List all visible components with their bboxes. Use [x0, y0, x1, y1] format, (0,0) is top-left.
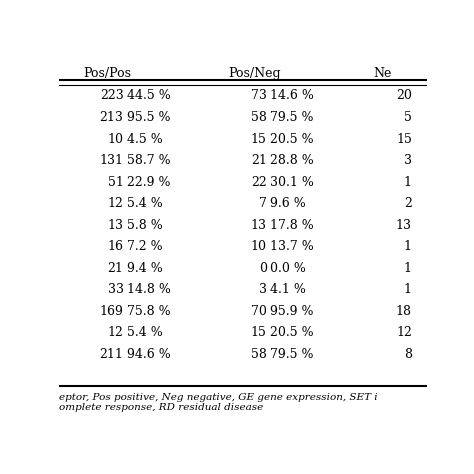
Text: 70: 70	[251, 305, 267, 318]
Text: 4.1 %: 4.1 %	[271, 283, 306, 296]
Text: 33: 33	[108, 283, 124, 296]
Text: 18: 18	[396, 305, 412, 318]
Text: 1: 1	[404, 262, 412, 275]
Text: 213: 213	[100, 111, 124, 124]
Text: 51: 51	[108, 175, 124, 189]
Text: 4.5 %: 4.5 %	[127, 133, 163, 146]
Text: 13.7 %: 13.7 %	[271, 240, 314, 253]
Text: 58: 58	[251, 111, 267, 124]
Text: 1: 1	[404, 175, 412, 189]
Text: 58.7 %: 58.7 %	[127, 154, 171, 167]
Text: 15: 15	[251, 133, 267, 146]
Text: 3: 3	[404, 154, 412, 167]
Text: 8: 8	[404, 348, 412, 361]
Text: 131: 131	[100, 154, 124, 167]
Text: 5.4 %: 5.4 %	[127, 197, 163, 210]
Text: 79.5 %: 79.5 %	[271, 348, 314, 361]
Text: 21: 21	[108, 262, 124, 275]
Text: 211: 211	[100, 348, 124, 361]
Text: 22.9 %: 22.9 %	[127, 175, 171, 189]
Text: 1: 1	[404, 283, 412, 296]
Text: 0: 0	[259, 262, 267, 275]
Text: 13: 13	[108, 219, 124, 232]
Text: 28.8 %: 28.8 %	[271, 154, 314, 167]
Text: 20: 20	[396, 90, 412, 102]
Text: 20.5 %: 20.5 %	[271, 326, 314, 339]
Text: 1: 1	[404, 240, 412, 253]
Text: 30.1 %: 30.1 %	[271, 175, 314, 189]
Text: 20.5 %: 20.5 %	[271, 133, 314, 146]
Text: 0.0 %: 0.0 %	[271, 262, 306, 275]
Text: Pos/Pos: Pos/Pos	[83, 67, 131, 80]
Text: 75.8 %: 75.8 %	[127, 305, 171, 318]
Text: 95.5 %: 95.5 %	[127, 111, 171, 124]
Text: 14.6 %: 14.6 %	[271, 90, 314, 102]
Text: 10: 10	[108, 133, 124, 146]
Text: eptor, Pos positive, Neg negative, GE gene expression, SET i: eptor, Pos positive, Neg negative, GE ge…	[59, 392, 378, 401]
Text: 44.5 %: 44.5 %	[127, 90, 171, 102]
Text: 15: 15	[396, 133, 412, 146]
Text: 95.9 %: 95.9 %	[271, 305, 314, 318]
Text: 14.8 %: 14.8 %	[127, 283, 171, 296]
Text: omplete response, RD residual disease: omplete response, RD residual disease	[59, 403, 264, 412]
Text: 12: 12	[396, 326, 412, 339]
Text: Ne: Ne	[374, 67, 392, 80]
Text: Pos/Neg: Pos/Neg	[228, 67, 281, 80]
Text: 79.5 %: 79.5 %	[271, 111, 314, 124]
Text: 22: 22	[251, 175, 267, 189]
Text: 10: 10	[251, 240, 267, 253]
Text: 223: 223	[100, 90, 124, 102]
Text: 9.6 %: 9.6 %	[271, 197, 306, 210]
Text: 94.6 %: 94.6 %	[127, 348, 171, 361]
Text: 2: 2	[404, 197, 412, 210]
Text: 58: 58	[251, 348, 267, 361]
Text: 13: 13	[396, 219, 412, 232]
Text: 21: 21	[251, 154, 267, 167]
Text: 12: 12	[108, 326, 124, 339]
Text: 17.8 %: 17.8 %	[271, 219, 314, 232]
Text: 16: 16	[108, 240, 124, 253]
Text: 13: 13	[251, 219, 267, 232]
Text: 5.8 %: 5.8 %	[127, 219, 163, 232]
Text: 5: 5	[404, 111, 412, 124]
Text: 12: 12	[108, 197, 124, 210]
Text: 5.4 %: 5.4 %	[127, 326, 163, 339]
Text: 7.2 %: 7.2 %	[127, 240, 163, 253]
Text: 7: 7	[259, 197, 267, 210]
Text: 15: 15	[251, 326, 267, 339]
Text: 9.4 %: 9.4 %	[127, 262, 163, 275]
Text: 3: 3	[259, 283, 267, 296]
Text: 169: 169	[100, 305, 124, 318]
Text: 73: 73	[251, 90, 267, 102]
